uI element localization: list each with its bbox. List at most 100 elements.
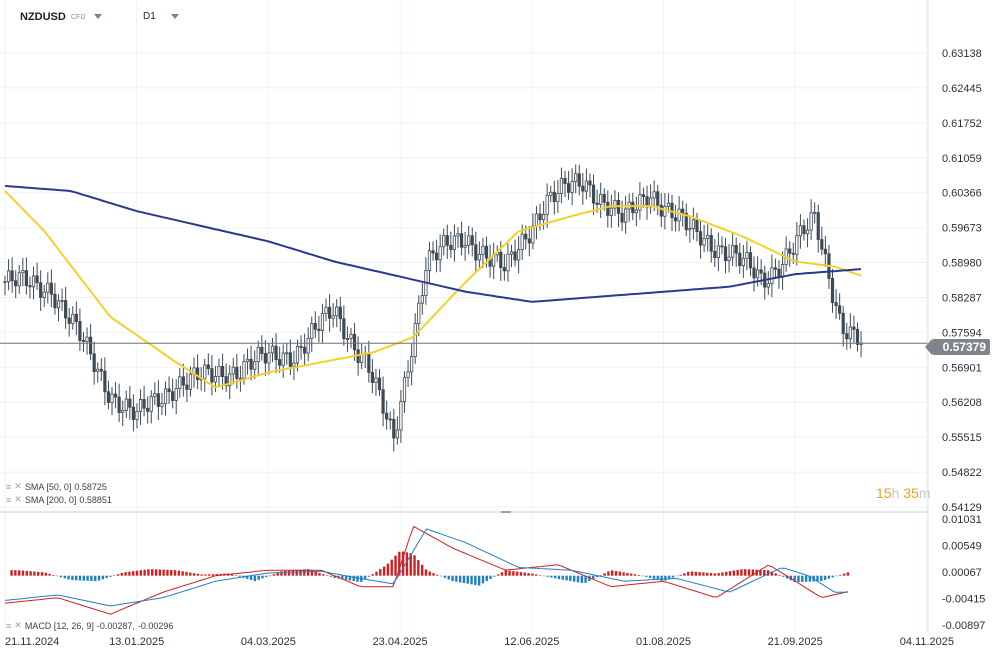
candle-body xyxy=(10,270,14,282)
candle-body xyxy=(281,352,285,366)
symbol-dropdown-chevron-icon[interactable] xyxy=(94,14,102,19)
macd-histogram-bar xyxy=(94,575,97,582)
candle-body xyxy=(217,366,221,377)
macd-histogram-bar xyxy=(591,575,595,580)
candle-body xyxy=(545,194,549,215)
macd-histogram-bar xyxy=(363,575,367,580)
macd-histogram-bar xyxy=(177,570,181,576)
candle-body xyxy=(688,228,692,231)
macd-histogram-bar xyxy=(261,575,264,579)
macd-histogram-bar xyxy=(344,575,348,580)
candle-body xyxy=(602,193,606,203)
candle-body xyxy=(260,346,264,354)
macd-histogram-bar xyxy=(170,569,173,576)
macd-value-1: -0.00287, xyxy=(96,620,135,631)
macd-histogram-bar xyxy=(565,575,568,581)
candle-body xyxy=(46,282,50,293)
candle-body xyxy=(677,208,681,222)
candle-body xyxy=(317,328,321,331)
candle-body xyxy=(788,248,792,254)
sma200-line xyxy=(4,184,862,303)
macd-histogram-bar xyxy=(284,570,287,576)
macd-tick-label: 0.00067 xyxy=(942,567,982,579)
indicator-settings-icon[interactable]: ≡ xyxy=(6,481,12,492)
macd-histogram-bar xyxy=(508,570,511,576)
candle-body xyxy=(313,323,317,330)
candle-body xyxy=(805,229,810,235)
macd-histogram-bar xyxy=(531,573,534,576)
candle-body xyxy=(470,235,474,246)
time-tick-label: 04.03.2025 xyxy=(241,636,296,648)
candle-body xyxy=(820,239,824,250)
candle-body xyxy=(156,393,160,407)
countdown-hours-unit: h xyxy=(891,485,900,501)
candle-countdown: 15h 35m xyxy=(876,485,931,501)
macd-histogram-bar xyxy=(668,575,671,580)
candle-body xyxy=(249,358,253,370)
timeframe-label[interactable]: D1 xyxy=(143,11,156,22)
symbol-label[interactable]: NZDUSD xyxy=(20,11,66,23)
current-price-tag: 0.57379 xyxy=(925,339,990,355)
macd-histogram-bar xyxy=(801,575,804,582)
main-panel-bg xyxy=(0,0,928,512)
macd-histogram-bar xyxy=(595,575,599,578)
candle-body xyxy=(24,270,29,286)
candle-body xyxy=(331,315,335,319)
indicator-settings-icon[interactable]: ≡ xyxy=(6,494,12,505)
macd-histogram-bar xyxy=(132,571,135,576)
macd-histogram-bar xyxy=(379,569,382,576)
macd-histogram-bar xyxy=(500,572,504,576)
macd-histogram-bar xyxy=(352,575,355,582)
candle-body xyxy=(484,245,489,259)
candle-body xyxy=(146,407,150,412)
macd-histogram-bar xyxy=(599,575,602,576)
candle-body xyxy=(167,388,171,393)
candle-body xyxy=(452,235,457,250)
candle-body xyxy=(135,411,139,420)
candle-body xyxy=(263,353,267,364)
indicator-remove-icon[interactable]: ✕ xyxy=(14,494,22,504)
macd-histogram-bar xyxy=(322,574,325,576)
candle-body xyxy=(709,234,713,252)
candle-body xyxy=(509,251,514,255)
indicator-remove-icon[interactable]: ✕ xyxy=(14,620,22,630)
macd-histogram-bar xyxy=(189,572,192,576)
candle-body xyxy=(53,293,57,309)
candle-body xyxy=(695,219,699,232)
macd-histogram-bar xyxy=(436,574,439,576)
candle-body xyxy=(228,373,232,387)
macd-histogram-bar xyxy=(299,569,302,576)
candle-body xyxy=(823,248,827,255)
macd-histogram-bar xyxy=(257,575,260,580)
candle-body xyxy=(477,254,481,261)
macd-histogram-bar xyxy=(382,566,386,576)
candle-body xyxy=(745,252,749,259)
macd-tick-label: -0.00897 xyxy=(942,620,985,632)
timeframe-dropdown-chevron-icon[interactable] xyxy=(171,14,179,19)
macd-histogram-bar xyxy=(618,571,621,576)
macd-histogram-bar xyxy=(447,575,450,580)
candle-body xyxy=(181,376,185,386)
macd-legend[interactable]: ≡ ✕ MACD [12, 26, 9] -0.00287, -0.00296 xyxy=(6,620,173,631)
candle-body xyxy=(773,267,778,270)
macd-histogram-bar xyxy=(466,575,469,584)
indicator-settings-icon[interactable]: ≡ xyxy=(6,620,12,631)
candle-body xyxy=(420,295,424,304)
candle-body xyxy=(549,191,553,196)
macd-histogram-bar xyxy=(33,571,36,576)
sma50-legend[interactable]: ≡ ✕ SMA [50, 0] 0.58725 xyxy=(6,481,107,492)
macd-histogram-bar xyxy=(40,572,44,576)
candle-body xyxy=(121,410,125,413)
candle-body xyxy=(210,368,214,383)
sma200-label: SMA [200, 0] xyxy=(24,494,77,505)
indicator-remove-icon[interactable]: ✕ xyxy=(14,481,22,491)
macd-histogram-bar xyxy=(588,575,591,581)
macd-histogram-bar xyxy=(770,571,774,576)
candle-body xyxy=(770,267,774,285)
price-tick-label: 0.56901 xyxy=(942,362,982,374)
candle-body xyxy=(3,281,7,284)
macd-histogram-bar xyxy=(709,573,713,576)
candle-body xyxy=(766,283,770,288)
sma200-legend[interactable]: ≡ ✕ SMA [200, 0] 0.58851 xyxy=(6,494,112,505)
